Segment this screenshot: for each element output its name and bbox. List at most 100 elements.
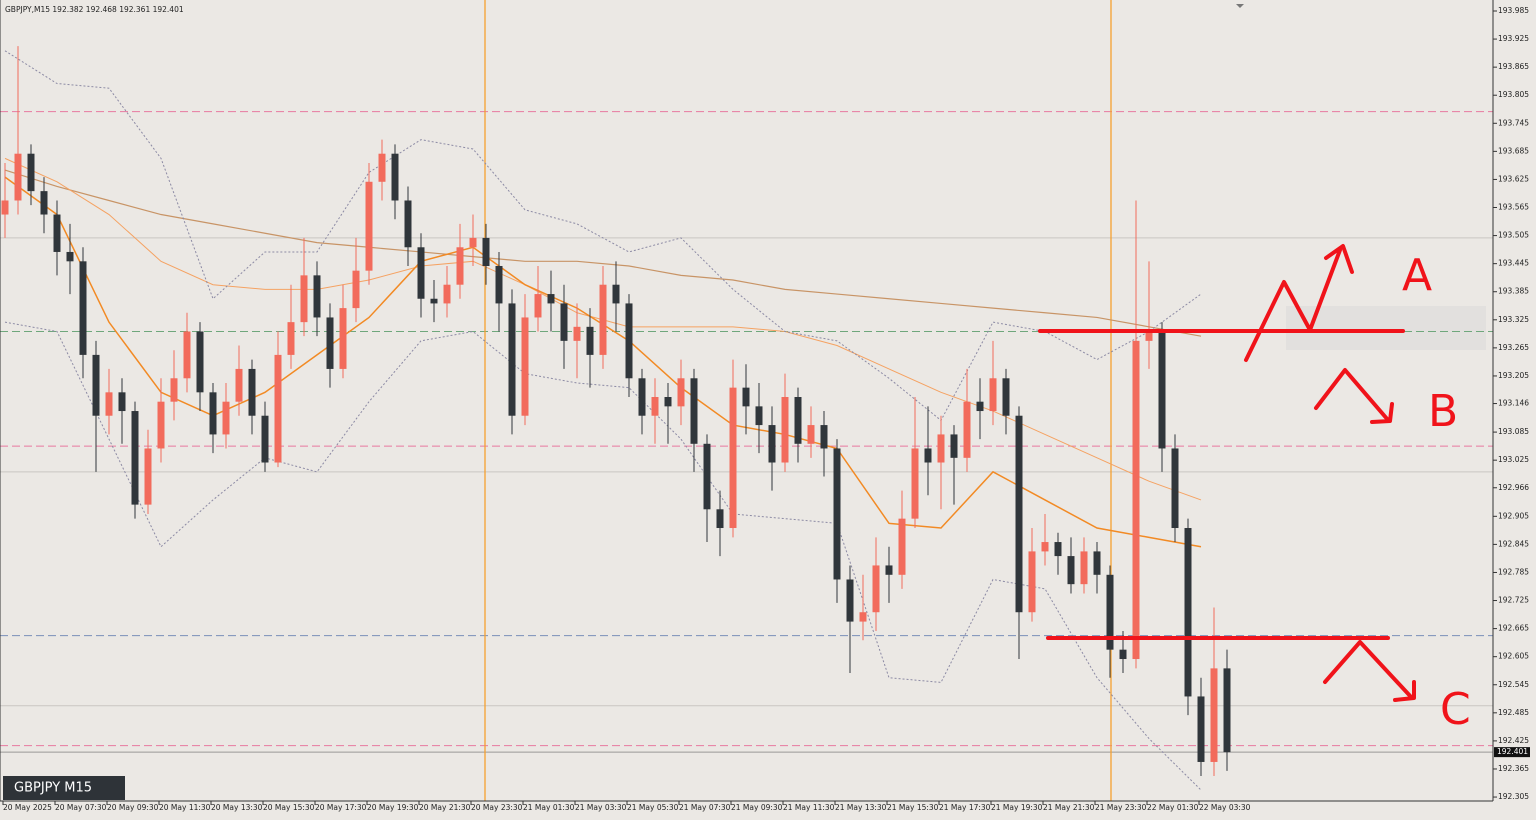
candle-body: [872, 565, 880, 613]
indicator-line: [4, 321, 1202, 791]
annotation: A: [1402, 250, 1432, 301]
highlight-box: [1286, 306, 1486, 350]
candle-body: [339, 308, 347, 369]
annotation: B: [1428, 386, 1458, 437]
candle-body: [885, 565, 893, 575]
y-tick-label: 192.305: [1498, 792, 1529, 801]
candle-body: [1, 200, 9, 215]
shift-marker: [1236, 4, 1244, 8]
candle-body: [53, 214, 61, 252]
candle-body: [417, 247, 425, 299]
y-tick-label: 193.805: [1498, 90, 1529, 99]
y-tick-label: 193.685: [1498, 146, 1529, 155]
y-tick-label: 192.665: [1498, 624, 1529, 633]
x-tick-label: 21 May 03:30: [575, 803, 627, 812]
x-tick-label: 20 May 23:30: [471, 803, 523, 812]
y-tick-label: 193.146: [1498, 399, 1529, 408]
candle-body: [209, 392, 217, 435]
y-tick-label: 192.845: [1498, 539, 1529, 548]
y-tick-label: 193.505: [1498, 231, 1529, 240]
x-tick-label: 21 May 11:30: [783, 803, 835, 812]
candle-body: [144, 448, 152, 505]
candle-body: [651, 397, 659, 416]
candle-body: [79, 261, 87, 355]
candle-body: [976, 401, 984, 412]
candle-body: [664, 397, 672, 407]
candle-body: [950, 434, 958, 458]
candle-body: [755, 406, 763, 426]
x-tick-label: 20 May 09:30: [107, 803, 159, 812]
candle-body: [716, 509, 724, 529]
candle-body: [157, 401, 165, 449]
candle-body: [1119, 649, 1127, 660]
candle-body: [742, 387, 750, 407]
y-tick-label: 193.925: [1498, 34, 1529, 43]
y-tick-label: 193.085: [1498, 427, 1529, 436]
candle-body: [313, 275, 321, 318]
candle-body: [1028, 551, 1036, 613]
candle-body: [391, 153, 399, 201]
candle-body: [300, 275, 308, 323]
indicator-line: [4, 50, 1202, 422]
y-tick-label: 192.605: [1498, 652, 1529, 661]
candle-body: [846, 579, 854, 622]
candle-body: [1171, 448, 1179, 529]
x-tick-label: 21 May 09:30: [731, 803, 783, 812]
candle-body: [326, 317, 334, 369]
candle-body: [183, 331, 191, 379]
candle-body: [92, 354, 100, 416]
candle-body: [794, 397, 802, 444]
candle-body: [443, 284, 451, 304]
candle-body: [768, 425, 776, 463]
candle-body: [131, 411, 139, 505]
candle-body: [508, 303, 516, 416]
x-tick-label: 20 May 19:30: [367, 803, 419, 812]
candle-body: [807, 425, 815, 444]
candle-body: [365, 181, 373, 271]
y-tick-label: 193.445: [1498, 259, 1529, 268]
y-tick-label: 193.385: [1498, 287, 1529, 296]
candle-body: [521, 317, 529, 416]
y-tick-label: 193.025: [1498, 455, 1529, 464]
candle-body: [703, 443, 711, 510]
candle-body: [924, 448, 932, 463]
candle-body: [170, 378, 178, 402]
candle-body: [612, 284, 620, 304]
x-tick-label: 21 May 21:30: [1043, 803, 1095, 812]
candle-body: [1106, 574, 1114, 650]
y-tick-label: 192.725: [1498, 596, 1529, 605]
candle-body: [625, 303, 633, 379]
y-tick-label: 193.265: [1498, 343, 1529, 352]
y-tick-label: 193.565: [1498, 203, 1529, 212]
candle-body: [196, 331, 204, 393]
x-tick-label: 21 May 15:30: [887, 803, 939, 812]
y-tick-label: 192.785: [1498, 567, 1529, 576]
candles: [1, 46, 1231, 776]
candle-body: [1132, 340, 1140, 660]
candle-body: [1054, 542, 1062, 557]
candle-body: [430, 298, 438, 304]
candle-body: [378, 153, 386, 182]
x-tick-label: 20 May 21:30: [419, 803, 471, 812]
candle-body: [495, 265, 503, 304]
candle-body: [1015, 415, 1023, 613]
candle-body: [1223, 668, 1231, 753]
x-tick-label: 20 May 2025: [3, 803, 52, 812]
candle-body: [534, 294, 542, 318]
candle-body: [1158, 331, 1166, 449]
candle-body: [1184, 528, 1192, 697]
candle-body: [1093, 551, 1101, 575]
x-tick-label: 20 May 17:30: [315, 803, 367, 812]
candle-body: [989, 378, 997, 412]
candle-body: [573, 326, 581, 341]
y-tick-label: 193.205: [1498, 371, 1529, 380]
symbol-label: GBPJPY M15: [14, 781, 92, 796]
candle-body: [833, 448, 841, 580]
y-tick-label: 193.865: [1498, 62, 1529, 71]
candle-body: [547, 294, 555, 304]
x-tick-label: 21 May 17:30: [939, 803, 991, 812]
candle-body: [586, 326, 594, 355]
y-tick-label: 192.905: [1498, 511, 1529, 520]
